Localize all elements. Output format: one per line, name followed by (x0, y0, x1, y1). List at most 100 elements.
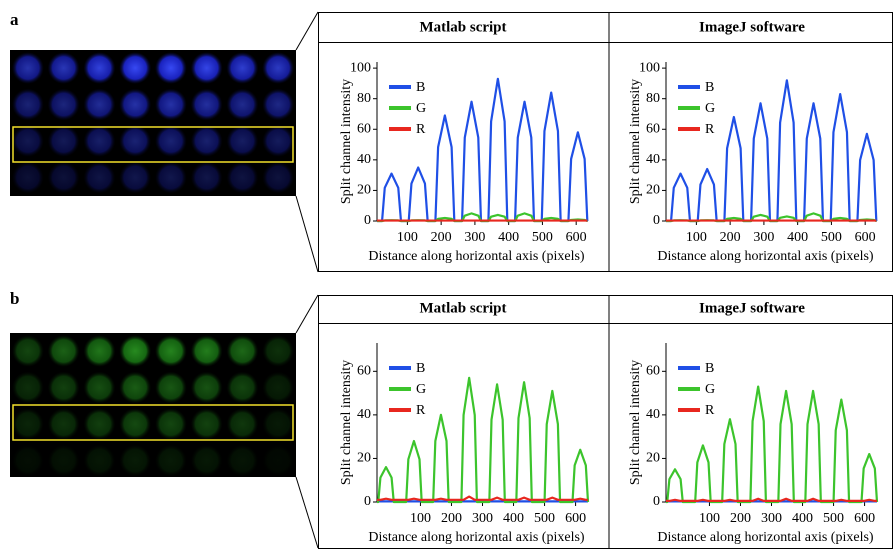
well (154, 161, 187, 194)
well (119, 161, 152, 194)
legend-label: R (705, 403, 715, 418)
series-line (666, 497, 877, 503)
y-tick-label: 20 (357, 451, 371, 466)
well (11, 371, 44, 404)
well (119, 408, 152, 440)
well (47, 52, 80, 84)
well (11, 444, 44, 477)
x-axis-label: Distance along horizontal axis (pixels) (368, 249, 584, 264)
legend-label: G (416, 382, 426, 397)
well (83, 335, 116, 367)
well (47, 125, 80, 157)
well (11, 125, 44, 157)
y-tick-label: 0 (653, 494, 660, 509)
x-tick-label: 600 (566, 230, 587, 245)
x-tick-label: 200 (441, 511, 462, 526)
well (47, 371, 80, 404)
well (226, 125, 259, 157)
well (119, 125, 152, 157)
well (83, 161, 116, 194)
y-tick-label: 40 (357, 152, 371, 167)
selection-box (12, 126, 294, 163)
zoom-line (295, 195, 319, 273)
x-tick-label: 500 (821, 230, 842, 245)
y-axis-label: Split channel intensity (628, 360, 643, 485)
selection-box (12, 404, 294, 441)
chart-title: Matlab script (419, 19, 506, 35)
well (11, 52, 44, 84)
x-tick-label: 300 (472, 511, 493, 526)
x-tick-label: 400 (792, 511, 813, 526)
panel-label: b (10, 289, 19, 308)
well (11, 88, 44, 121)
y-tick-label: 40 (646, 152, 660, 167)
y-tick-label: 0 (364, 213, 371, 228)
well (83, 125, 116, 157)
x-tick-label: 500 (534, 511, 555, 526)
x-tick-label: 400 (503, 511, 524, 526)
well (262, 52, 295, 84)
x-tick-label: 100 (410, 511, 431, 526)
legend-label: B (416, 80, 425, 95)
x-tick-label: 500 (823, 511, 844, 526)
well (190, 52, 223, 84)
x-tick-label: 400 (787, 230, 808, 245)
x-tick-label: 200 (730, 511, 751, 526)
x-tick-label: 200 (431, 230, 452, 245)
x-tick-label: 100 (686, 230, 707, 245)
well (190, 88, 223, 121)
x-tick-label: 300 (464, 230, 485, 245)
legend-label: R (705, 122, 715, 137)
series-line (377, 376, 590, 504)
x-tick-label: 400 (498, 230, 519, 245)
legend-label: B (705, 361, 714, 376)
well (83, 408, 116, 440)
chart-title: ImageJ software (699, 19, 805, 35)
well (83, 371, 116, 404)
legend-label: G (705, 101, 715, 116)
well (262, 125, 295, 157)
well (226, 335, 259, 367)
panel-box (318, 12, 893, 272)
well (226, 371, 259, 404)
y-axis-label: Split channel intensity (628, 79, 643, 204)
x-tick-label: 100 (397, 230, 418, 245)
well (262, 371, 295, 404)
well (190, 161, 223, 194)
legend-label: B (416, 361, 425, 376)
well (11, 335, 44, 367)
well (262, 335, 295, 367)
x-axis-label: Distance along horizontal axis (pixels) (657, 249, 873, 264)
y-tick-label: 100 (350, 60, 371, 75)
well (154, 444, 187, 477)
well (154, 125, 187, 157)
well (190, 371, 223, 404)
well (119, 335, 152, 367)
well (226, 444, 259, 477)
y-tick-label: 20 (357, 183, 371, 198)
well (47, 408, 80, 440)
series-line (377, 495, 588, 501)
well (190, 408, 223, 440)
well (262, 88, 295, 121)
y-tick-label: 20 (646, 451, 660, 466)
panel-label: a (10, 10, 19, 29)
x-tick-label: 500 (532, 230, 553, 245)
well (47, 88, 80, 121)
x-tick-label: 600 (854, 511, 875, 526)
series-line (666, 385, 879, 504)
zoom-line (295, 476, 319, 549)
well (190, 335, 223, 367)
x-axis-label: Distance along horizontal axis (pixels) (368, 530, 584, 545)
well (154, 88, 187, 121)
y-tick-label: 60 (646, 364, 660, 379)
well (83, 52, 116, 84)
legend-label: R (416, 122, 426, 137)
y-tick-label: 40 (357, 407, 371, 422)
y-tick-label: 80 (646, 91, 660, 106)
legend-label: B (705, 80, 714, 95)
y-tick-label: 0 (364, 494, 371, 509)
well (119, 371, 152, 404)
photos (10, 50, 296, 477)
well (83, 444, 116, 477)
